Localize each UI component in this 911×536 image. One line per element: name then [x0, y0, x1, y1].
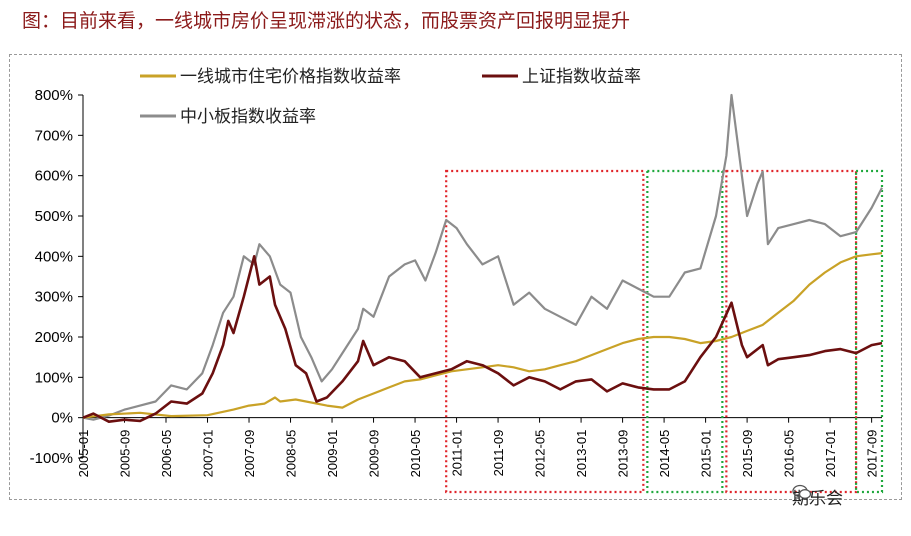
y-tick-label: 200% — [35, 329, 73, 346]
legend-label: 一线城市住宅价格指数收益率 — [180, 67, 401, 87]
x-tick-label: 2013-01 — [574, 430, 589, 478]
chart-series — [82, 93, 883, 423]
series-line — [82, 255, 883, 423]
x-tick-label: 2015-01 — [699, 430, 714, 478]
y-tick-label: 500% — [35, 208, 73, 225]
x-tick-label: 2009-09 — [367, 430, 382, 478]
x-tick-label: 2009-01 — [325, 430, 340, 478]
x-tick-label: 2008-05 — [284, 430, 299, 478]
chart-axes: -100% 0% 100% 200% 300% 400% 500% 600% 700% 800% 2… — [30, 87, 882, 477]
y-tick-label: 0% — [51, 410, 73, 427]
x-tick-label: 2015-09 — [740, 430, 755, 478]
x-tick-label: 2006-05 — [159, 430, 174, 478]
y-tick-label: 100% — [35, 369, 73, 386]
highlight-box — [725, 169, 858, 494]
x-tick-label: 2016-05 — [782, 430, 797, 478]
legend-label: 中小板指数收益率 — [180, 107, 316, 127]
y-tick-label: 400% — [35, 248, 73, 265]
series-line — [82, 93, 883, 421]
y-tick-label: 300% — [35, 289, 73, 306]
y-tick-label: -100% — [30, 450, 73, 467]
x-tick-label: 2011-09 — [491, 430, 506, 477]
legend-label: 上证指数收益率 — [522, 67, 641, 87]
x-tick-label: 2017-01 — [823, 430, 838, 478]
x-tick-label: 2007-09 — [242, 430, 257, 478]
highlight-boxes — [445, 169, 884, 494]
x-tick-label: 2010-05 — [408, 430, 423, 478]
y-tick-label: 600% — [35, 168, 73, 185]
x-tick-label: 2005-01 — [76, 430, 91, 478]
y-tick-label: 700% — [35, 127, 73, 144]
wechat-icon — [792, 484, 812, 499]
series-line — [82, 252, 883, 419]
highlight-box — [445, 169, 645, 494]
x-tick-label: 2013-09 — [616, 430, 631, 478]
x-tick-label: 2005-09 — [118, 430, 133, 478]
x-tick-label: 2011-01 — [450, 430, 465, 477]
x-tick-label: 2007-01 — [201, 430, 216, 478]
x-tick-label: 2014-05 — [657, 430, 672, 478]
highlight-box — [854, 169, 884, 494]
x-tick-label: 2012-05 — [533, 430, 548, 478]
y-tick-label: 800% — [35, 87, 73, 104]
x-tick-label: 2017-09 — [865, 430, 880, 478]
watermark: 期乐会 — [792, 484, 843, 509]
chart-frame — [9, 54, 902, 500]
page-title: 图：目前来看，一线城市房价呈现滞涨的状态，而股票资产回报明显提升 — [22, 10, 631, 32]
highlight-box — [646, 169, 724, 494]
